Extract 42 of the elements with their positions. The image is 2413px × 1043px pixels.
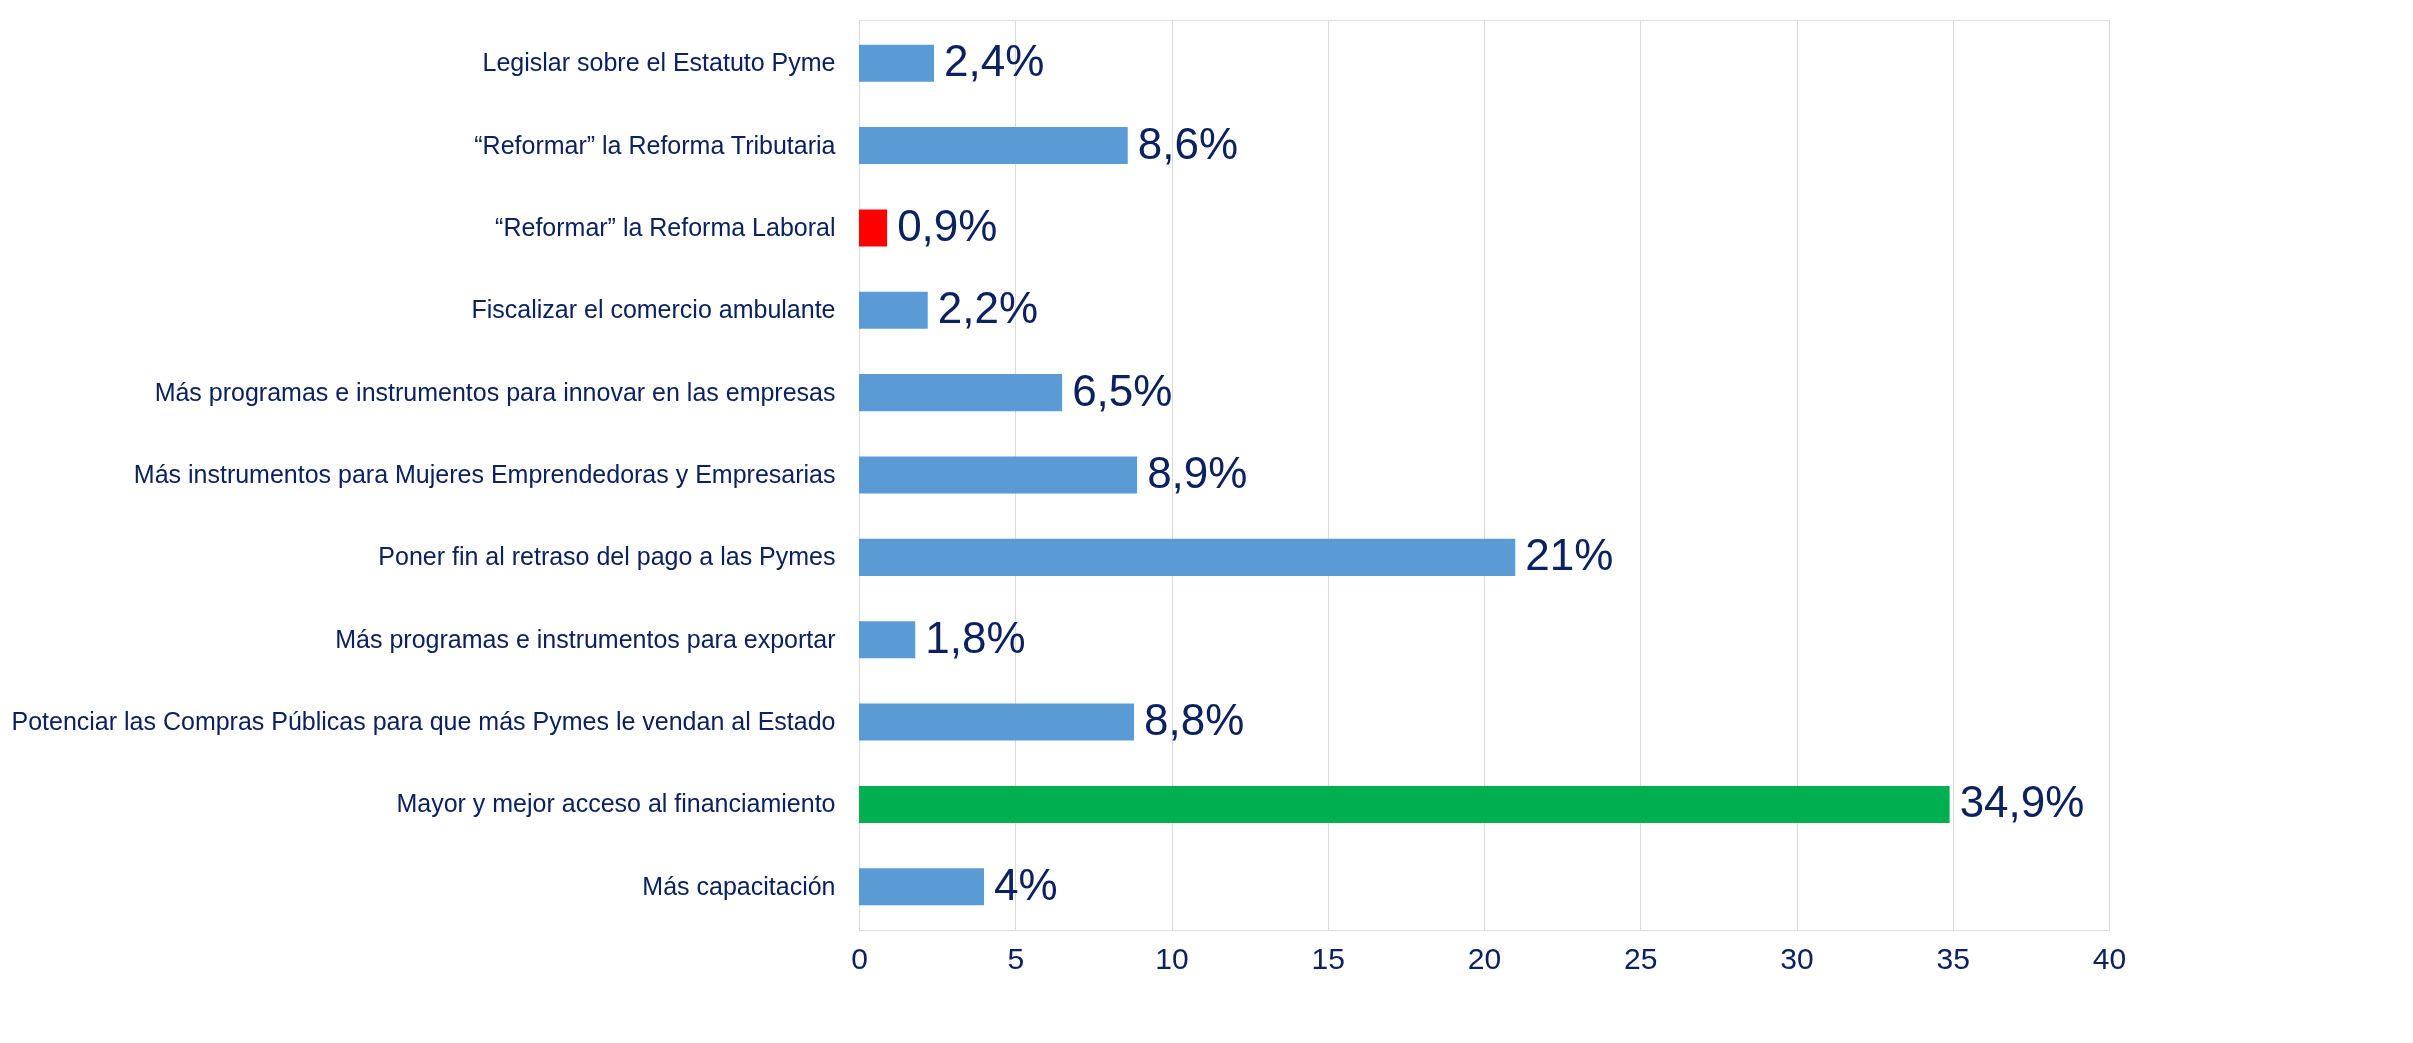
bar <box>859 785 1950 823</box>
data-label: 2,2% <box>937 283 1039 333</box>
x-tick-label: 5 <box>1007 941 1025 975</box>
y-tick-label: Potenciar las Compras Públicas para que más Pymes le vendan al Estado <box>11 707 836 736</box>
data-label: 8,8% <box>1144 695 1245 745</box>
bar <box>859 374 1063 412</box>
x-tick-label: 15 <box>1311 941 1345 975</box>
bar <box>859 621 916 659</box>
y-tick-label: Legislar sobre el Estatuto Pyme <box>482 48 836 77</box>
data-label: 8,9% <box>1147 448 1248 497</box>
bar <box>859 703 1134 741</box>
x-tick-label: 10 <box>1155 941 1189 975</box>
data-label: 0,9% <box>897 200 998 250</box>
x-tick-label: 35 <box>1936 941 1970 975</box>
x-tick-label: 25 <box>1624 941 1658 975</box>
data-label: 2,4% <box>944 36 1045 86</box>
bar <box>859 209 888 247</box>
y-tick-label: Más programas e instrumentos para innovar en las empresas <box>154 377 836 406</box>
y-tick-label: Más instrumentos para Mujeres Emprendedoras y Empresarias <box>133 460 836 488</box>
x-tick-label: 0 <box>851 941 868 975</box>
x-tick-label: 20 <box>1467 941 1502 975</box>
y-tick-label: “Reformar” la Reforma Tributaria <box>474 130 836 159</box>
data-label: 1,8% <box>925 612 1026 662</box>
data-label: 4% <box>994 859 1058 909</box>
y-tick-label: Fiscalizar el comercio ambulante <box>471 295 836 324</box>
data-label: 6,5% <box>1072 365 1173 415</box>
data-label: 8,6% <box>1137 118 1239 168</box>
x-tick-label: 30 <box>1780 941 1814 975</box>
bar <box>859 44 934 82</box>
bar <box>859 538 1516 576</box>
x-tick-label: 40 <box>2092 941 2127 975</box>
y-tick-label: “Reformar” la Reforma Laboral <box>495 212 836 241</box>
y-tick-label: Mayor y mejor acceso al financiamiento <box>396 789 836 818</box>
bar <box>859 127 1128 165</box>
bar <box>859 291 928 329</box>
data-label: 21% <box>1525 530 1614 580</box>
y-tick-label: Más programas e instrumentos para exportar <box>335 624 836 653</box>
bar <box>859 868 984 906</box>
y-tick-label: Más capacitación <box>642 871 836 900</box>
bar <box>859 456 1138 494</box>
data-label: 34,9% <box>1959 777 2085 827</box>
y-tick-label: Poner fin al retraso del pago a las Pymes <box>378 542 836 571</box>
